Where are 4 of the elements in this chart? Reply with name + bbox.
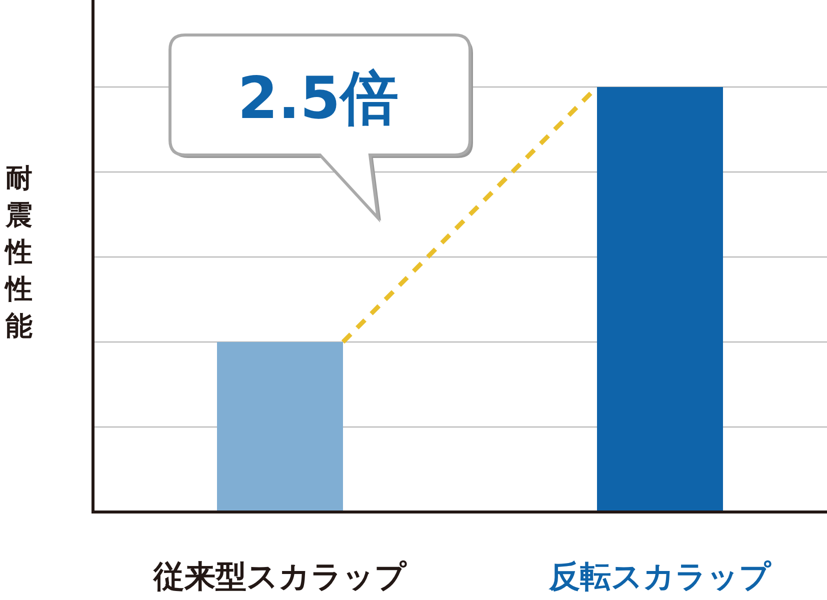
x-tick-label: 反転スカラップ [548,559,772,595]
x-tick-label: 従来型スカラップ [152,559,408,595]
annotation: 2.5倍 [238,64,398,132]
y-axis-title: 耐震性性能 [4,163,32,342]
